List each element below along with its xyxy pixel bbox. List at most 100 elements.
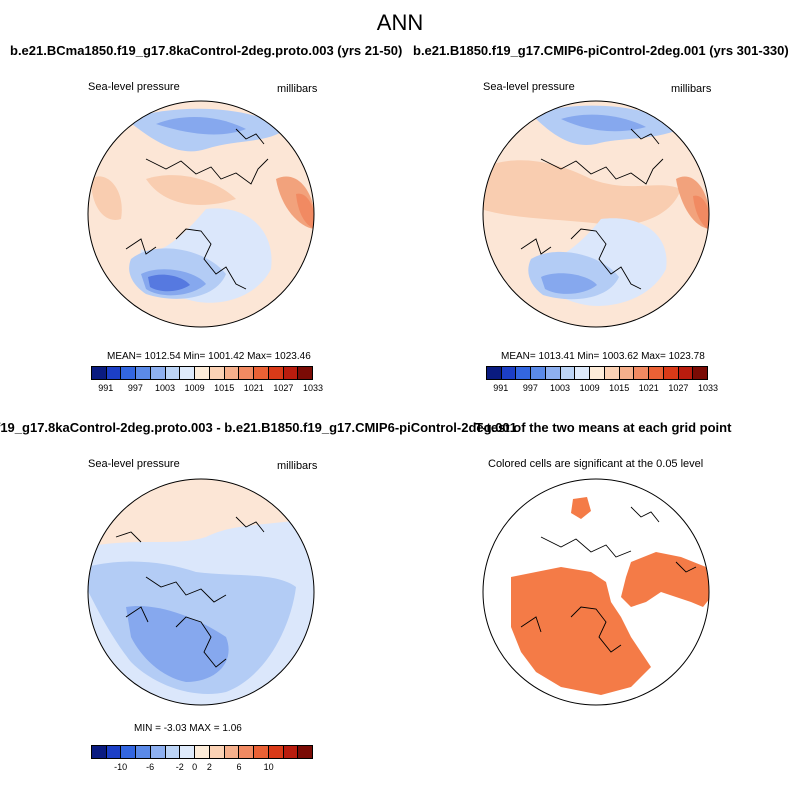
map-boundary	[87, 478, 315, 706]
colorbar-tick-label: 1009	[579, 383, 600, 393]
colorbar-swatch	[180, 367, 196, 379]
colorbar-tick-label: 1027	[273, 383, 294, 393]
coastlines	[520, 506, 697, 653]
colorbar-swatch	[106, 746, 122, 758]
colorbar-tick-label: 997	[522, 383, 538, 393]
field-low-south-deep	[148, 274, 190, 292]
colorbar-swatch	[136, 367, 151, 379]
units-label-top-right: millibars	[671, 83, 712, 95]
colorbar-swatch	[487, 367, 502, 379]
colorbar-swatch	[121, 367, 137, 379]
panel-title-top-right: b.e21.B1850.f19_g17.CMIP6-piControl-2deg…	[413, 43, 789, 58]
subtitle-bottom-right: Colored cells are significant at the 0.0…	[488, 458, 704, 470]
colorbar-swatch	[298, 746, 313, 758]
field-high-east-core	[296, 193, 314, 229]
colorbar-swatch	[180, 746, 196, 758]
colorbar-swatch	[136, 746, 151, 758]
colorbar-top-left	[91, 366, 313, 380]
stats-top-left: MEAN= 1012.54 Min= 1001.42 Max= 1023.46	[107, 351, 311, 362]
panel-title-top-left: b.e21.BCma1850.f19_g17.8kaControl-2deg.p…	[10, 43, 403, 58]
colorbar-swatch	[619, 367, 635, 379]
coastlines	[125, 128, 269, 290]
coastlines	[520, 128, 664, 290]
map-bottom-right	[482, 478, 710, 706]
colorbar-swatch	[268, 746, 284, 758]
colorbar-tick-label: 1027	[668, 383, 689, 393]
colorbar-swatch	[209, 367, 225, 379]
map-boundary	[87, 100, 315, 328]
significant-region-east	[621, 552, 709, 607]
colorbar-swatch	[663, 367, 679, 379]
field-low-north-core	[561, 114, 646, 132]
map-bottom-left	[87, 478, 315, 706]
field-low-north-core	[156, 117, 246, 135]
field-high-east-core	[693, 195, 709, 231]
field-high-west	[91, 176, 122, 220]
significant-region-north	[571, 497, 591, 519]
colorbar-swatch	[121, 746, 137, 758]
colorbar-tick-label: 1021	[243, 383, 264, 393]
colorbar-swatch	[283, 367, 299, 379]
colorbar-swatch	[150, 746, 166, 758]
colorbar-swatch	[209, 746, 225, 758]
colorbar-tick-label: -2	[175, 762, 184, 772]
variable-label-top-left: Sea-level pressure	[88, 81, 180, 93]
colorbar-swatch	[92, 367, 107, 379]
colorbar-swatch	[165, 746, 181, 758]
colorbar-swatch	[224, 746, 240, 758]
colorbar-swatch	[501, 367, 517, 379]
colorbar-bottom-left	[91, 745, 313, 759]
colorbar-swatch	[254, 746, 269, 758]
colorbar-swatch	[693, 367, 708, 379]
colorbar-swatch	[92, 746, 107, 758]
colorbar-swatch	[195, 746, 210, 758]
panel-title-bottom-left: f19_g17.8kaControl-2deg.proto.003 - b.e2…	[0, 420, 517, 435]
variable-label-top-right: Sea-level pressure	[483, 81, 575, 93]
colorbar-swatch	[268, 367, 284, 379]
colorbar-swatch	[531, 367, 546, 379]
colorbar-ticks-top-right: 991 997 1003 1009 1015 1021 1027 1033	[486, 383, 718, 395]
colorbar-swatch	[590, 367, 605, 379]
colorbar-swatch	[545, 367, 561, 379]
colorbar-ticks-top-left: 991 997 1003 1009 1015 1021 1027 1033	[91, 383, 323, 395]
colorbar-swatch	[516, 367, 532, 379]
map-boundary	[482, 100, 710, 328]
colorbar-tick-label: 1033	[302, 383, 324, 393]
colorbar-swatch	[239, 367, 255, 379]
map-boundary	[482, 478, 710, 706]
colorbar-swatch	[239, 746, 255, 758]
colorbar-tick-label: 1003	[549, 383, 571, 393]
colorbar-tick-label: 1003	[154, 383, 176, 393]
colorbar-tick-label: 2	[206, 762, 212, 772]
colorbar-ticks-bottom-left: -10 -6 -2 0 2 6 10	[91, 762, 313, 774]
colorbar-tick-label: 10	[263, 762, 274, 772]
colorbar-tick-label: 1015	[214, 383, 235, 393]
map-top-right	[482, 100, 710, 328]
colorbar-swatch	[106, 367, 122, 379]
colorbar-tick-label: -10	[114, 762, 128, 772]
colorbar-swatch	[678, 367, 694, 379]
stats-bottom-left: MIN = -3.03 MAX = 1.06	[134, 723, 242, 734]
colorbar-tick-label: 6	[236, 762, 242, 772]
field-low-south-strong	[541, 273, 597, 294]
colorbar-tick-label: -6	[146, 762, 155, 772]
colorbar-tick-label: 1021	[638, 383, 659, 393]
colorbar-swatch	[283, 746, 299, 758]
coastlines	[115, 516, 265, 668]
colorbar-swatch	[604, 367, 620, 379]
units-label-bottom-left: millibars	[277, 460, 318, 472]
colorbar-swatch	[560, 367, 576, 379]
variable-label-bottom-left: Sea-level pressure	[88, 458, 180, 470]
field-high-center	[146, 175, 236, 205]
colorbar-swatch	[298, 367, 313, 379]
colorbar-tick-label: 0	[192, 762, 198, 772]
colorbar-tick-label: 991	[98, 383, 114, 393]
colorbar-swatch	[634, 367, 650, 379]
units-label-top-left: millibars	[277, 83, 318, 95]
stats-top-right: MEAN= 1013.41 Min= 1003.62 Max= 1023.78	[501, 351, 705, 362]
colorbar-tick-label: 991	[493, 383, 509, 393]
colorbar-swatch	[224, 367, 240, 379]
colorbar-swatch	[575, 367, 591, 379]
colorbar-swatch	[649, 367, 664, 379]
significant-region-south	[511, 567, 651, 695]
